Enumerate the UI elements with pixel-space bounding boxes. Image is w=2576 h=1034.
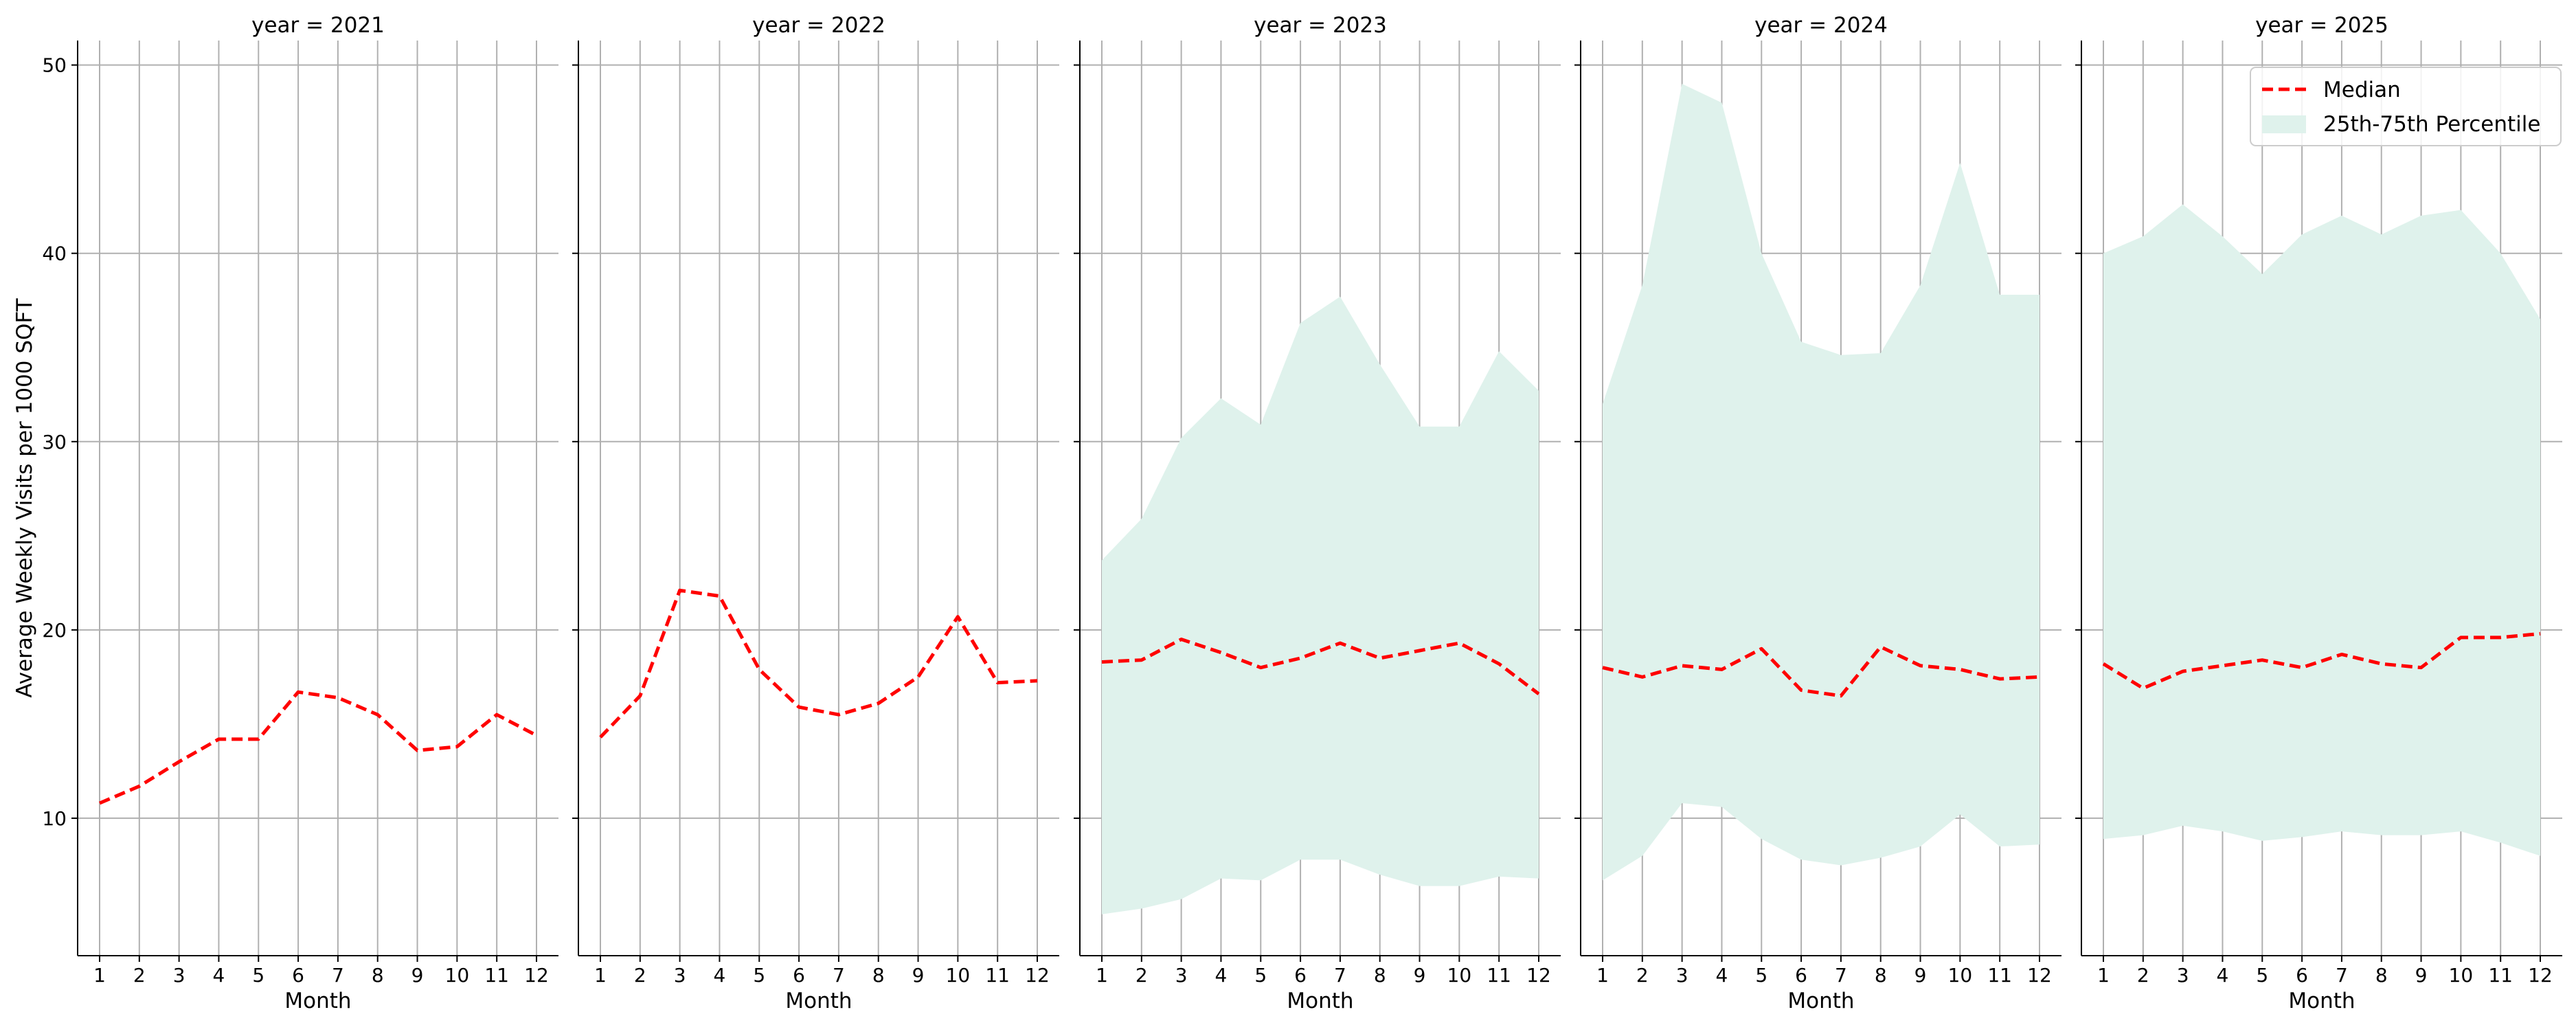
y-tick-label: 50 [42, 54, 67, 77]
x-tick-label: 6 [1294, 964, 1307, 987]
legend-band-swatch [2262, 115, 2306, 133]
x-tick-label: 1 [2097, 964, 2110, 987]
x-tick-label: 5 [2256, 964, 2268, 987]
panel-title: year = 2023 [1254, 13, 1387, 38]
y-tick-label: 40 [42, 243, 67, 265]
x-tick-label: 8 [1875, 964, 1887, 987]
x-tick-label: 5 [1254, 964, 1267, 987]
x-tick-label: 10 [445, 964, 470, 987]
x-tick-label: 12 [1025, 964, 1050, 987]
x-tick-label: 9 [912, 964, 925, 987]
legend-median-label: Median [2323, 78, 2401, 102]
x-tick-label: 12 [2027, 964, 2052, 987]
x-tick-label: 4 [714, 964, 726, 987]
x-tick-label: 11 [2488, 964, 2513, 987]
x-tick-label: 4 [1215, 964, 1228, 987]
legend: Median 25th-75th Percentile [2250, 67, 2561, 146]
x-tick-label: 9 [1914, 964, 1927, 987]
panel-title: year = 2021 [251, 13, 385, 38]
x-tick-label: 1 [93, 964, 106, 987]
x-tick-label: 8 [372, 964, 384, 987]
x-tick-label: 9 [2415, 964, 2428, 987]
x-tick-label: 6 [793, 964, 805, 987]
legend-band-label: 25th-75th Percentile [2323, 112, 2540, 137]
x-tick-label: 11 [484, 964, 509, 987]
x-tick-label: 3 [674, 964, 686, 987]
percentile-band [1603, 84, 2040, 880]
median-line [600, 590, 1037, 737]
x-tick-label: 6 [2296, 964, 2308, 987]
x-axis-label: Month [2288, 989, 2355, 1013]
x-axis-label: Month [1287, 989, 1353, 1013]
x-tick-label: 5 [252, 964, 264, 987]
x-tick-label: 9 [1414, 964, 1426, 987]
x-tick-label: 7 [1835, 964, 1847, 987]
x-tick-label: 12 [2528, 964, 2553, 987]
x-tick-label: 2 [1636, 964, 1649, 987]
y-tick-label: 30 [42, 431, 67, 453]
y-axis-label: Average Weekly Visits per 1000 SQFT [12, 297, 37, 697]
x-tick-label: 5 [753, 964, 765, 987]
percentile-band [1102, 297, 1539, 914]
x-tick-label: 8 [872, 964, 885, 987]
x-tick-label: 7 [833, 964, 845, 987]
panel-title: year = 2022 [752, 13, 885, 38]
x-axis-label: Month [785, 989, 852, 1013]
x-tick-label: 11 [1987, 964, 2012, 987]
x-tick-label: 1 [1096, 964, 1108, 987]
x-tick-label: 4 [213, 964, 225, 987]
x-tick-label: 8 [2375, 964, 2388, 987]
y-tick-label: 20 [42, 619, 67, 642]
x-tick-label: 3 [1175, 964, 1188, 987]
x-tick-label: 2 [1136, 964, 1148, 987]
x-tick-label: 2 [133, 964, 146, 987]
x-tick-label: 10 [1447, 964, 1472, 987]
x-tick-label: 7 [1334, 964, 1346, 987]
x-tick-label: 4 [2217, 964, 2229, 987]
x-tick-label: 5 [1755, 964, 1767, 987]
x-tick-label: 9 [411, 964, 424, 987]
x-tick-label: 4 [1716, 964, 1728, 987]
x-axis-label: Month [1787, 989, 1854, 1013]
x-tick-label: 10 [946, 964, 971, 987]
median-line [100, 692, 536, 803]
x-tick-label: 10 [1948, 964, 1973, 987]
x-tick-label: 12 [1526, 964, 1551, 987]
x-tick-label: 1 [594, 964, 607, 987]
x-tick-label: 10 [2449, 964, 2474, 987]
x-tick-label: 6 [292, 964, 304, 987]
panel-title: year = 2025 [2255, 13, 2388, 38]
x-tick-label: 3 [173, 964, 185, 987]
x-tick-label: 7 [332, 964, 344, 987]
x-tick-label: 11 [985, 964, 1010, 987]
x-tick-label: 11 [1487, 964, 1511, 987]
percentile-band [2103, 204, 2540, 855]
x-tick-label: 6 [1795, 964, 1807, 987]
x-axis-label: Month [284, 989, 351, 1013]
y-tick-label: 10 [42, 807, 67, 830]
x-tick-label: 1 [1596, 964, 1609, 987]
panel-title: year = 2024 [1754, 13, 1888, 38]
x-tick-label: 8 [1374, 964, 1386, 987]
x-tick-label: 2 [2137, 964, 2149, 987]
x-tick-label: 12 [524, 964, 549, 987]
x-tick-label: 7 [2336, 964, 2348, 987]
x-tick-label: 2 [634, 964, 646, 987]
x-tick-label: 3 [2177, 964, 2189, 987]
x-tick-label: 3 [1676, 964, 1688, 987]
